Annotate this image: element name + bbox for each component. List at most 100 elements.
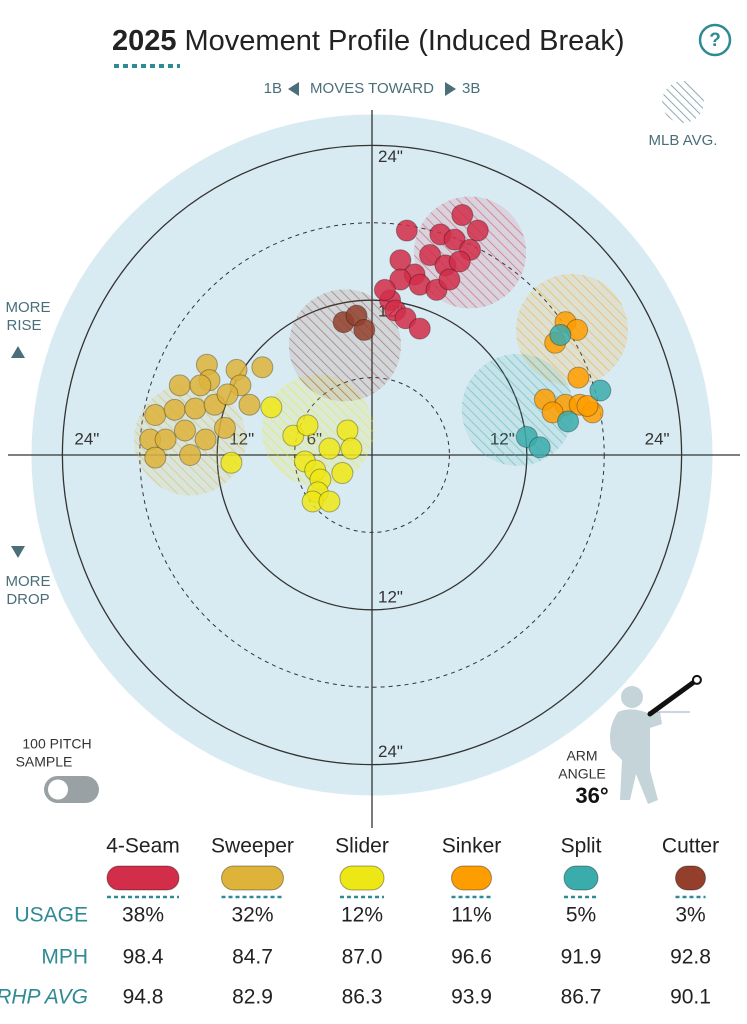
pitch-dot	[189, 374, 212, 397]
table-cell: 84.7	[232, 946, 273, 969]
pitch-dot	[173, 419, 196, 442]
pitch-dot	[443, 228, 466, 251]
pitch-dot	[557, 410, 580, 433]
help-icon[interactable]: ?	[709, 30, 721, 51]
drop-label: DROP	[6, 591, 49, 608]
pitch-dot	[260, 396, 283, 419]
ring-label: 12"	[378, 587, 403, 606]
table-cell: 12%	[341, 904, 383, 927]
pitch-dot	[179, 444, 202, 466]
table-cell: 91.9	[561, 946, 602, 969]
pitch-dot	[567, 366, 590, 389]
sample-label: 100 PITCH	[22, 736, 91, 752]
pitch-dot	[408, 317, 431, 340]
dir-left-arrow	[288, 82, 299, 96]
pitch-dot	[589, 379, 612, 402]
pitch-dot	[419, 244, 442, 267]
pitch-table: 4-Seam Sweeper Slider Sinker Split Cutter USAG…	[0, 835, 719, 1009]
drop-label: MORE	[6, 573, 51, 590]
pitch-dot	[216, 383, 239, 406]
figure-body	[610, 709, 662, 804]
pitch-dot	[576, 394, 599, 417]
help-circle[interactable]	[698, 23, 732, 57]
arm-angle-line	[647, 677, 700, 717]
pitch-dot	[331, 462, 354, 485]
ring-label: 24"	[74, 429, 99, 448]
title-year: 2025	[112, 25, 177, 57]
legend-swatch	[221, 865, 284, 891]
rise-arrow	[11, 346, 25, 358]
arm-angle-tip	[691, 674, 702, 685]
legend-swatch	[339, 865, 385, 891]
pitch-dot	[296, 414, 319, 437]
table-cell: 82.9	[232, 986, 273, 1009]
toggle-knob[interactable]	[48, 779, 68, 800]
help-button[interactable]: ?	[698, 23, 732, 57]
rise-label: MORE	[6, 299, 51, 316]
table-cell: 11%	[451, 904, 491, 927]
table-cell: 5%	[566, 904, 596, 927]
pitch-dot	[154, 428, 177, 451]
sample-label: SAMPLE	[16, 754, 73, 770]
legend-name: Sweeper	[211, 835, 294, 858]
sample-toggle[interactable]	[44, 776, 99, 803]
table-cell: 3%	[675, 904, 705, 927]
pitch-dot	[373, 278, 396, 301]
pitch-dot	[466, 219, 489, 242]
pitch-dot	[318, 490, 341, 513]
table-cell: 87.0	[342, 946, 383, 969]
legend-swatch	[675, 865, 706, 891]
title: 2025 Movement Profile (Induced Break)	[112, 25, 625, 57]
table-cell: 86.3	[342, 986, 383, 1009]
ring-label: 24"	[645, 429, 670, 448]
legend-name: Sinker	[442, 835, 502, 858]
drop-arrow	[11, 546, 25, 558]
dir-left: 1B	[264, 80, 282, 97]
legend-swatch	[106, 865, 180, 891]
plot: 6"12"12"12"12"24"24"24"24"	[8, 110, 740, 828]
table-cell: 32%	[231, 904, 273, 927]
pitch-dot	[220, 451, 243, 474]
legend-swatch	[563, 865, 599, 891]
table-cell: 93.9	[451, 986, 492, 1009]
pitch-dot	[184, 397, 207, 420]
table-cell: 94.8	[123, 986, 164, 1009]
ring-label: 24"	[378, 147, 403, 166]
row-label: MPH	[41, 946, 88, 969]
dir-right-arrow	[445, 82, 456, 96]
legend-name: Split	[561, 835, 602, 858]
legend-swatch	[451, 865, 492, 891]
table-cell: 98.4	[123, 946, 164, 969]
pitch-dot	[549, 324, 572, 347]
table-cell: 86.7	[561, 986, 602, 1009]
pitch-dot	[251, 356, 274, 379]
legend-name: Slider	[335, 835, 389, 858]
pitch-dot	[163, 398, 186, 421]
row-label: USAGE	[14, 904, 88, 927]
table-cell: 38%	[122, 904, 164, 927]
title-text: Movement Profile (Induced Break)	[185, 25, 625, 57]
table-cell: 92.8	[670, 946, 711, 969]
figure-head	[621, 686, 643, 708]
pitch-dot	[336, 419, 359, 442]
mlb-avg-label: MLB AVG.	[649, 132, 718, 149]
pitch-dot	[528, 436, 551, 459]
pitcher-figure	[610, 686, 690, 804]
pitch-dot	[318, 437, 341, 460]
pitch-dot	[451, 204, 474, 227]
pitch-dot	[340, 437, 363, 460]
mlb-avg-swatch	[662, 81, 704, 123]
mlb-avg-hatch	[261, 374, 374, 487]
mlb-avg-hatch	[288, 289, 401, 402]
pitch-dot	[144, 446, 167, 469]
pitch-dot	[438, 268, 461, 291]
arm-angle-label: ANGLE	[558, 766, 605, 782]
rise-label: RISE	[6, 317, 41, 334]
pitch-dot	[353, 318, 376, 341]
mlb-avg-hatch	[461, 353, 574, 466]
legend-name: 4-Seam	[106, 835, 180, 858]
table-cell: 90.1	[670, 986, 711, 1009]
